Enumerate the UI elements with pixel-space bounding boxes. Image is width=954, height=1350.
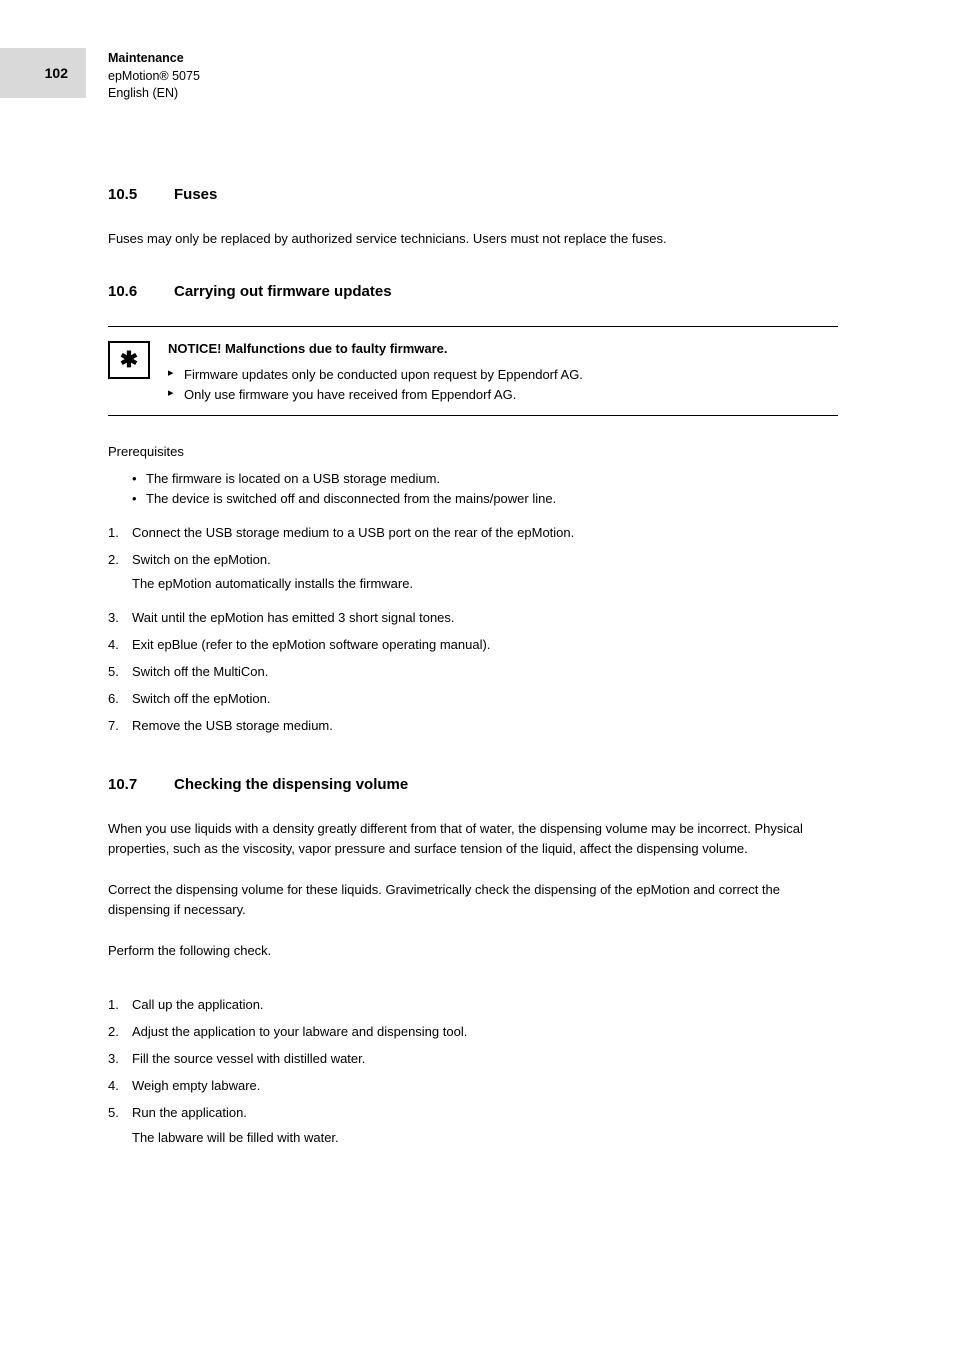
step-number: 5. xyxy=(108,662,132,682)
notice-item: Firmware updates only be conducted upon … xyxy=(168,365,583,385)
page-number-tab: 102 xyxy=(0,48,86,98)
step-sub: The epMotion automatically installs the … xyxy=(132,574,838,594)
section-number: 10.7 xyxy=(108,776,174,793)
section-title: Carrying out firmware updates xyxy=(174,283,392,300)
step-number: 4. xyxy=(108,635,132,655)
step-text: Remove the USB storage medium. xyxy=(132,716,838,736)
step-text: Weigh empty labware. xyxy=(132,1076,838,1096)
header-subtitle2: English (EN) xyxy=(108,85,200,103)
notice-block: ✱ NOTICE! Malfunctions due to faulty fir… xyxy=(108,326,838,416)
step-number: 4. xyxy=(108,1076,132,1096)
step-text: Call up the application. xyxy=(132,995,838,1015)
page-number: 102 xyxy=(45,65,68,81)
section-heading-dispense: 10.7 Checking the dispensing volume xyxy=(108,776,838,793)
step-number: 3. xyxy=(108,1049,132,1069)
prereq-item: The firmware is located on a USB storage… xyxy=(132,469,838,489)
notice-content: NOTICE! Malfunctions due to faulty firmw… xyxy=(168,339,583,405)
notice-item: Only use firmware you have received from… xyxy=(168,385,583,405)
step-text: Switch off the MultiCon. xyxy=(132,662,838,682)
prereq-item: The device is switched off and disconnec… xyxy=(132,489,838,509)
step-item: 6. Switch off the epMotion. xyxy=(108,689,838,709)
dispense-steps: 1. Call up the application. 2. Adjust th… xyxy=(108,995,838,1154)
dispense-para1: When you use liquids with a density grea… xyxy=(108,819,838,858)
section-heading-fuses: 10.5 Fuses xyxy=(108,186,838,203)
step-text: Run the application. The labware will be… xyxy=(132,1103,838,1153)
step-number: 2. xyxy=(108,1022,132,1042)
step-item: 1. Connect the USB storage medium to a U… xyxy=(108,523,838,543)
header-title: Maintenance xyxy=(108,50,200,68)
step-number: 2. xyxy=(108,550,132,600)
step-text: Connect the USB storage medium to a USB … xyxy=(132,523,838,543)
step-number: 5. xyxy=(108,1103,132,1153)
step-item: 4. Weigh empty labware. xyxy=(108,1076,838,1096)
firmware-steps: 1. Connect the USB storage medium to a U… xyxy=(108,523,838,736)
prereq-label: Prerequisites xyxy=(108,444,838,459)
step-item: 1. Call up the application. xyxy=(108,995,838,1015)
step-text: Wait until the epMotion has emitted 3 sh… xyxy=(132,608,838,628)
fuses-body: Fuses may only be replaced by authorized… xyxy=(108,229,838,249)
step-number: 3. xyxy=(108,608,132,628)
page-header: Maintenance epMotion® 5075 English (EN) xyxy=(108,50,200,103)
section-number: 10.5 xyxy=(108,186,174,203)
prereq-list: The firmware is located on a USB storage… xyxy=(108,469,838,509)
dispense-para2: Correct the dispensing volume for these … xyxy=(108,880,838,919)
notice-list: Firmware updates only be conducted upon … xyxy=(168,365,583,405)
step-number: 1. xyxy=(108,523,132,543)
step-item: 2. Adjust the application to your labwar… xyxy=(108,1022,838,1042)
section-title: Fuses xyxy=(174,186,217,203)
step-item: 3. Fill the source vessel with distilled… xyxy=(108,1049,838,1069)
step-item: 4. Exit epBlue (refer to the epMotion so… xyxy=(108,635,838,655)
step-number: 6. xyxy=(108,689,132,709)
page-content: 10.5 Fuses Fuses may only be replaced by… xyxy=(108,186,838,1194)
step-main: Switch on the epMotion. xyxy=(132,552,271,567)
section-number: 10.6 xyxy=(108,283,174,300)
step-number: 1. xyxy=(108,995,132,1015)
step-sub: The labware will be filled with water. xyxy=(132,1128,838,1148)
step-text: Exit epBlue (refer to the epMotion softw… xyxy=(132,635,838,655)
step-item: 7. Remove the USB storage medium. xyxy=(108,716,838,736)
step-item: 5. Run the application. The labware will… xyxy=(108,1103,838,1153)
step-main: Run the application. xyxy=(132,1105,247,1120)
section-title: Checking the dispensing volume xyxy=(174,776,408,793)
step-item: 2. Switch on the epMotion. The epMotion … xyxy=(108,550,838,600)
notice-title: NOTICE! Malfunctions due to faulty firmw… xyxy=(168,339,583,359)
step-text: Switch off the epMotion. xyxy=(132,689,838,709)
step-text: Switch on the epMotion. The epMotion aut… xyxy=(132,550,838,600)
step-number: 7. xyxy=(108,716,132,736)
step-item: 3. Wait until the epMotion has emitted 3… xyxy=(108,608,838,628)
dispense-para3: Perform the following check. xyxy=(108,941,838,961)
step-item: 5. Switch off the MultiCon. xyxy=(108,662,838,682)
step-text: Fill the source vessel with distilled wa… xyxy=(132,1049,838,1069)
section-heading-firmware: 10.6 Carrying out firmware updates xyxy=(108,283,838,300)
step-text: Adjust the application to your labware a… xyxy=(132,1022,838,1042)
header-subtitle1: epMotion® 5075 xyxy=(108,68,200,86)
notice-icon: ✱ xyxy=(108,341,150,379)
